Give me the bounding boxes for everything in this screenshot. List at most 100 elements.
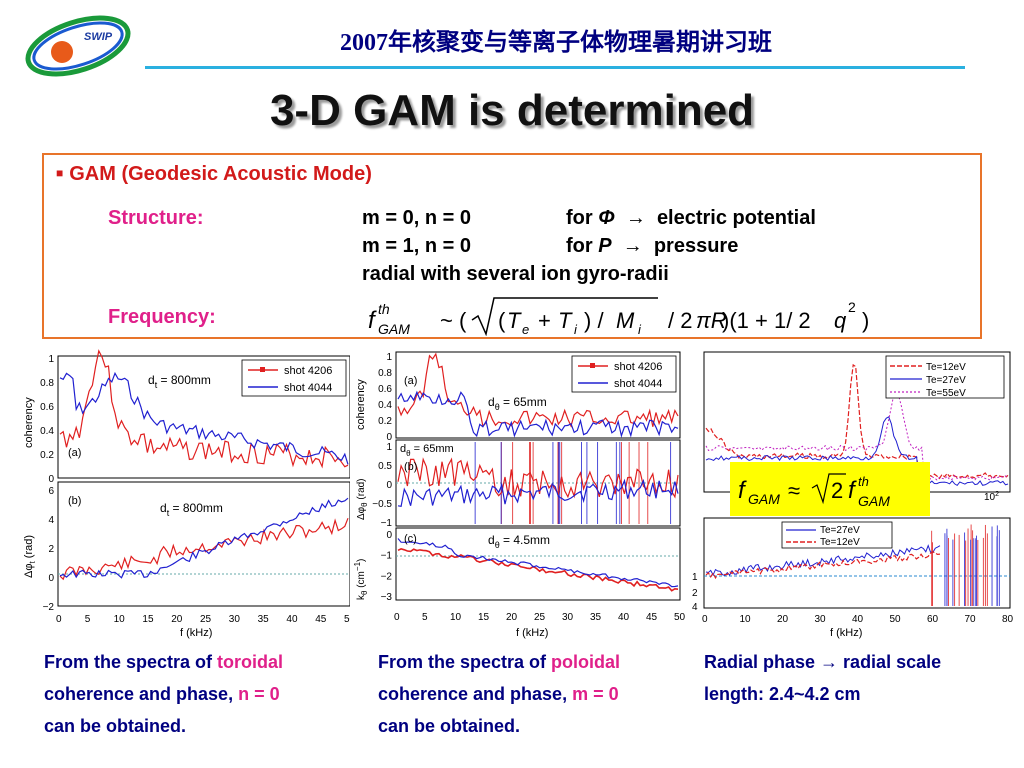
mode-line-2: m = 1, n = 0 — [362, 235, 471, 257]
series-red — [59, 349, 349, 469]
conference-title: 2007年核聚变与等离子体物理暑期讲习班 — [340, 30, 772, 56]
series-blue — [59, 497, 349, 579]
x-tick-label: 80 — [1002, 614, 1014, 625]
x-tick-label: 45 — [315, 614, 327, 625]
legend-entry: Te=27eV — [820, 525, 860, 536]
x-tick-label: 10 — [450, 612, 462, 623]
y-tick-label: 4 — [692, 602, 698, 613]
x-tick-label: 35 — [590, 612, 602, 623]
gam-info-box — [42, 153, 982, 339]
panel-tag: (c) — [404, 533, 417, 545]
legend-box — [781, 521, 893, 549]
svg-text:) /: ) / — [584, 308, 604, 333]
x-axis-label: f (kHz) — [516, 627, 548, 639]
y-tick-label: 1 — [386, 442, 392, 453]
radial-figure: Te=12eV Te=27eV Te=55eV 102 f GAM ≈ 2 f … — [690, 348, 1016, 640]
svg-text:T: T — [558, 308, 573, 333]
y-axis-label: Δφt (rad) — [23, 535, 37, 578]
x-tick-label: 25 — [200, 614, 212, 625]
y-tick-label: 0.8 — [378, 368, 392, 379]
x-tick-label: 15 — [478, 612, 490, 623]
svg-text:f: f — [738, 477, 747, 504]
bullet-text: GAM (Geodesic Acoustic Mode) — [69, 163, 372, 185]
logo-text: SWIP — [84, 31, 113, 43]
series-te12 — [705, 550, 941, 580]
x-tick-label: 40 — [852, 614, 864, 625]
y-tick-label: −2 — [381, 571, 393, 582]
y-tick-label: 1 — [386, 352, 392, 363]
x-tick-label: 50 — [890, 614, 902, 625]
y-tick-label: −0.5 — [372, 499, 392, 510]
gam-scaling-formula-highlight — [730, 462, 930, 516]
gam-frequency-formula: f th GAM ~ ( ( T e + T i ) / M i / 2 πR … — [368, 297, 869, 336]
svg-text:GAM: GAM — [748, 491, 780, 507]
x-tick-label: 102 — [984, 491, 999, 503]
legend-entry: shot 4206 — [284, 365, 332, 377]
y-tick-label: 0.8 — [40, 378, 54, 389]
legend-box — [571, 355, 677, 393]
y-tick-label: 0.6 — [40, 402, 54, 413]
x-tick-label: 5 — [422, 612, 428, 623]
caption-toroidal: From the spectra of toroidal coherence a… — [44, 652, 284, 736]
series-red — [59, 517, 349, 581]
y-axis-label: kθ (cm−1) — [353, 559, 369, 600]
legend-entry: shot 4044 — [614, 378, 662, 390]
y-axis-label: Δφθ (rad) — [356, 478, 369, 520]
svg-text:f: f — [368, 307, 377, 334]
y-tick-label: −2 — [43, 602, 55, 613]
svg-text:GAM: GAM — [858, 493, 890, 509]
y-tick-label: 4 — [48, 515, 54, 526]
svg-text:f: f — [848, 477, 857, 504]
legend-entry: Te=55eV — [926, 388, 966, 399]
y-tick-label: 0 — [48, 474, 54, 485]
x-tick-label: 60 — [927, 614, 939, 625]
svg-text:2: 2 — [848, 299, 856, 315]
distance-label: dθ = 4.5mm — [488, 533, 550, 550]
y-tick-label: 0.2 — [40, 450, 54, 461]
y-tick-label: 0 — [48, 573, 54, 584]
slide-title: 3-D GAM is determined — [269, 86, 755, 135]
caption-radial: Radial phase → radial scale length: 2.4~… — [704, 652, 942, 704]
svg-text:M: M — [616, 308, 635, 333]
frequency-label: Frequency: — [108, 306, 216, 328]
header-rule — [145, 66, 965, 69]
y-tick-label: −3 — [381, 592, 393, 603]
y-axis-label: coherency — [23, 397, 35, 448]
x-tick-label: 20 — [506, 612, 518, 623]
distance-label: dt = 800mm — [148, 373, 211, 390]
svg-text:≈: ≈ — [788, 478, 800, 503]
svg-text:2: 2 — [831, 478, 843, 503]
x-tick-label: 35 — [258, 614, 270, 625]
svg-text:): ) — [862, 308, 869, 333]
series-blue — [397, 390, 679, 438]
x-tick-label: 40 — [618, 612, 630, 623]
gam-bullet: ■ GAM (Geodesic Acoustic Mode) — [56, 163, 372, 186]
plot-bottom-frame — [703, 517, 1011, 609]
svg-text:q: q — [834, 308, 847, 333]
series-red — [397, 457, 679, 499]
panel-tag: (b) — [68, 495, 81, 507]
bullet-square-icon: ■ — [56, 166, 64, 180]
x-axis-label: f (kHz) — [180, 627, 212, 639]
x-tick-label: 10 — [114, 614, 126, 625]
x-tick-label: 15 — [142, 614, 154, 625]
legend-box — [241, 359, 347, 397]
x-tick-label: 0 — [394, 612, 400, 623]
y-tick-label: 2 — [692, 588, 698, 599]
series-blue — [397, 478, 679, 507]
svg-text:th: th — [378, 301, 390, 317]
panel-tag: (a) — [68, 447, 81, 459]
x-tick-label: 50 — [674, 612, 685, 623]
panel-tag: (b) — [404, 461, 417, 473]
swip-logo: SWIP — [25, 15, 131, 77]
mode-line-1-target: for Φ → electric potential — [566, 207, 816, 229]
svg-text:πR: πR — [696, 308, 727, 333]
right-arrow-icon: → — [625, 207, 646, 229]
series-te27 — [705, 544, 941, 577]
y-tick-label: −1 — [381, 551, 393, 562]
svg-text:i: i — [638, 322, 642, 336]
x-axis-label: f (kHz) — [830, 627, 862, 639]
svg-text:~ (: ~ ( — [440, 308, 467, 333]
